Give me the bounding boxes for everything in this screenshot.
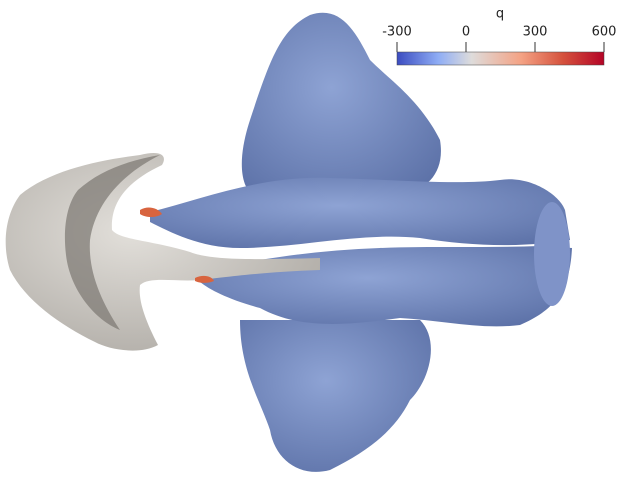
- upper-tube: [150, 178, 570, 248]
- colorbar-tick-label: 0: [462, 25, 470, 40]
- model: [6, 13, 572, 472]
- colorbar-tick-label: 300: [523, 25, 548, 40]
- colorbar-tick-label: 600: [592, 25, 617, 40]
- hot-spot: [140, 207, 162, 217]
- lower-tube: [200, 246, 572, 326]
- lower-lobe: [240, 320, 431, 472]
- tube-end: [534, 202, 570, 306]
- upper-lobe: [242, 13, 441, 200]
- colorbar: q -300 0 300 600: [382, 7, 616, 66]
- colorbar-ramp: [397, 52, 604, 65]
- colorbar-tick-label: -300: [382, 25, 412, 40]
- scene: q -300 0 300 600: [0, 0, 627, 486]
- colorbar-title: q: [496, 7, 504, 22]
- colorbar-ticks: -300 0 300 600: [382, 25, 616, 53]
